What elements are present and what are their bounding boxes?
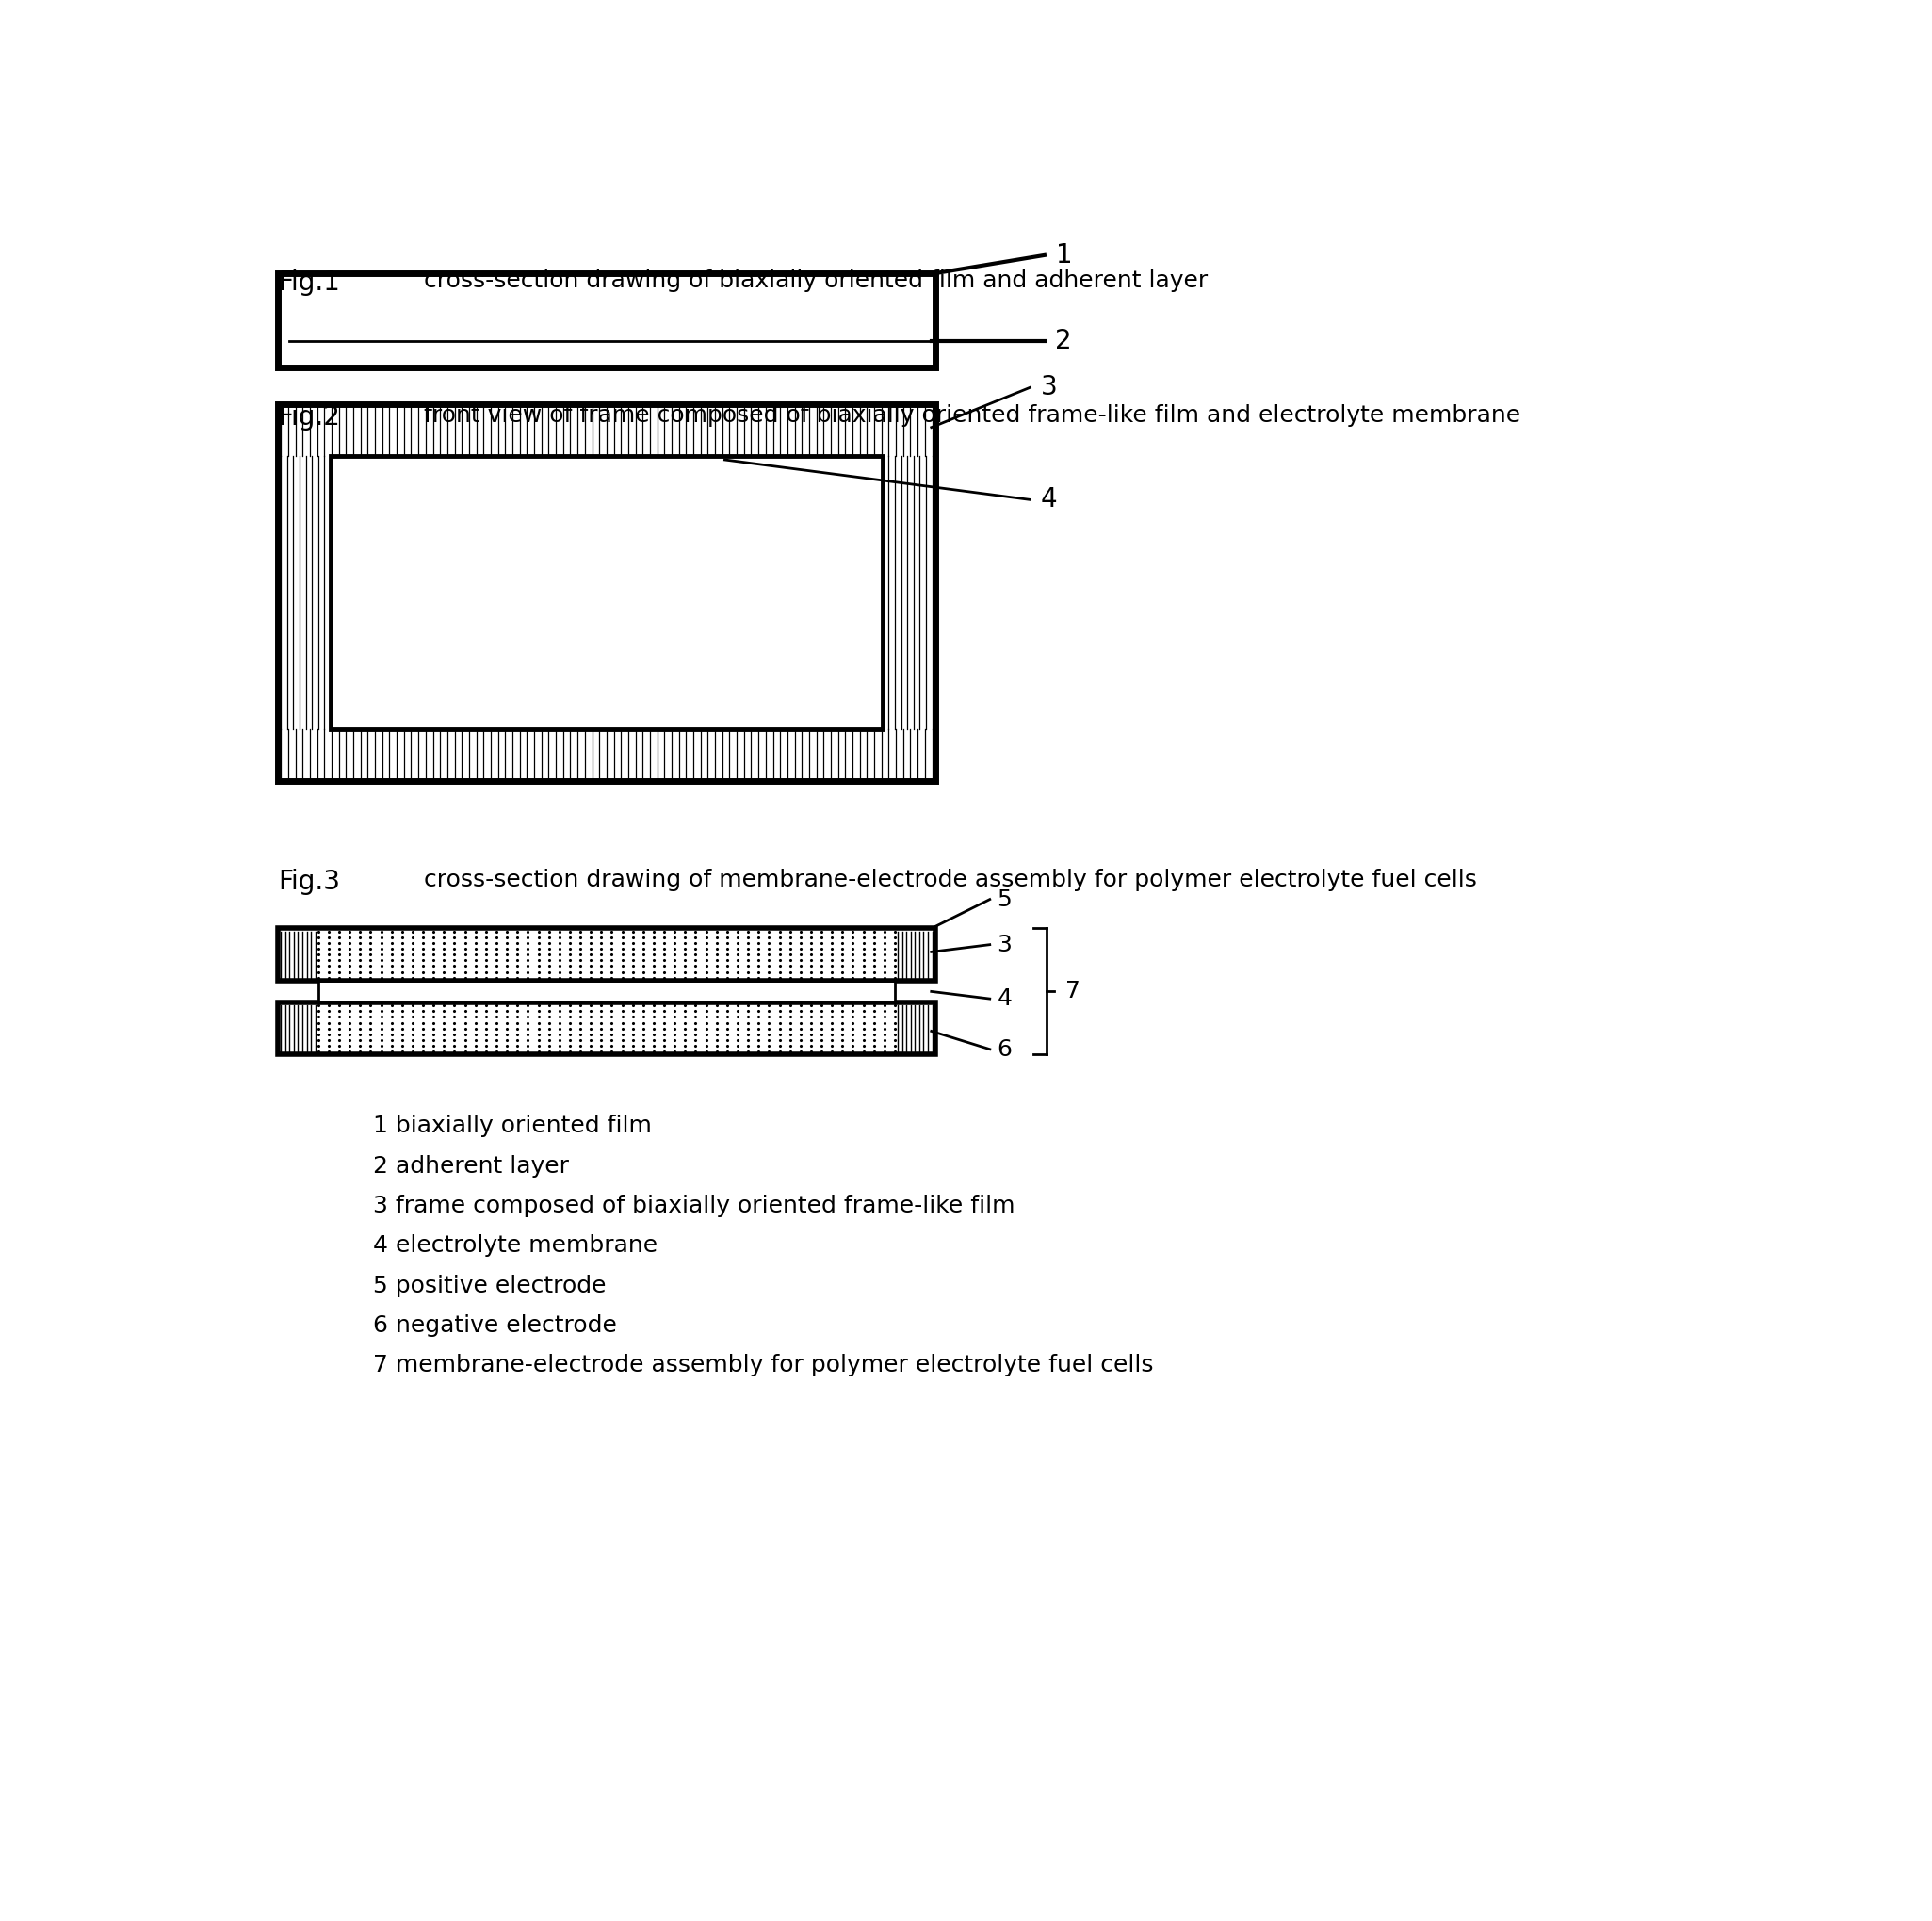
Text: Fig.1: Fig.1: [278, 269, 340, 296]
Text: 2 adherent layer: 2 adherent layer: [373, 1155, 568, 1178]
Text: 4: 4: [1041, 486, 1057, 513]
Text: 7: 7: [1065, 980, 1080, 1003]
Bar: [278, 1003, 935, 1055]
Text: 3: 3: [1041, 375, 1057, 401]
Text: Fig.2: Fig.2: [278, 403, 340, 430]
Text: 3: 3: [997, 934, 1012, 957]
Text: 6: 6: [997, 1037, 1012, 1060]
Text: front view of frame composed of biaxially oriented frame-like film and electroly: front view of frame composed of biaxiall…: [423, 403, 1520, 426]
Text: cross-section drawing of membrane-electrode assembly for polymer electrolyte fue: cross-section drawing of membrane-electr…: [423, 868, 1478, 891]
Text: cross-section drawing of biaxially oriented film and adherent layer: cross-section drawing of biaxially orien…: [423, 269, 1208, 292]
Text: 2: 2: [1055, 328, 1072, 353]
Bar: [278, 273, 935, 367]
Text: 1 biaxially oriented film: 1 biaxially oriented film: [373, 1114, 651, 1137]
Text: 1: 1: [1055, 242, 1072, 269]
Text: 5 positive electrode: 5 positive electrode: [373, 1274, 607, 1297]
Bar: [278, 928, 935, 980]
Text: 4: 4: [997, 987, 1012, 1010]
Text: 7 membrane-electrode assembly for polymer electrolyte fuel cells: 7 membrane-electrode assembly for polyme…: [373, 1354, 1153, 1377]
Text: 4 electrolyte membrane: 4 electrolyte membrane: [373, 1235, 657, 1256]
Text: 6 negative electrode: 6 negative electrode: [373, 1314, 616, 1337]
Text: Fig.3: Fig.3: [278, 868, 340, 895]
Bar: [319, 980, 895, 1003]
Text: 3 frame composed of biaxially oriented frame-like film: 3 frame composed of biaxially oriented f…: [373, 1195, 1014, 1218]
Bar: [330, 455, 883, 728]
Bar: [278, 403, 935, 782]
Text: 5: 5: [997, 888, 1012, 911]
